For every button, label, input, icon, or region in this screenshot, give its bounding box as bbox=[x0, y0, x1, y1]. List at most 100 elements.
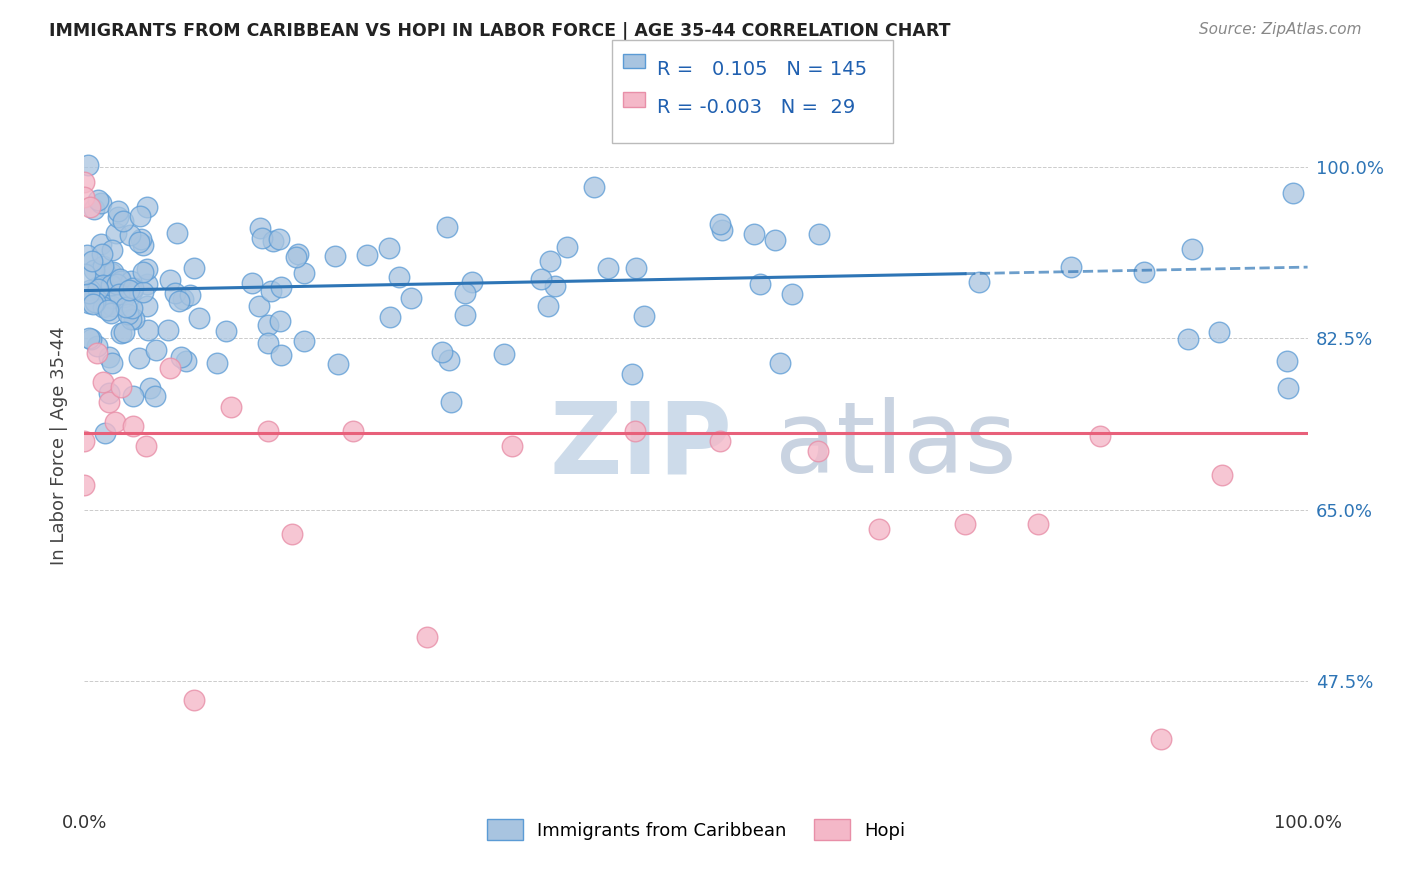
Point bbox=[494, 347, 516, 361]
Text: ZIP: ZIP bbox=[550, 398, 733, 494]
Point bbox=[94, 266, 117, 280]
Text: atlas: atlas bbox=[776, 398, 1017, 494]
Point bbox=[436, 220, 458, 235]
Point bbox=[399, 291, 422, 305]
Point bbox=[187, 311, 209, 326]
Point bbox=[183, 261, 205, 276]
Point bbox=[100, 244, 122, 258]
Point bbox=[101, 265, 124, 279]
Point bbox=[110, 272, 132, 286]
Point bbox=[269, 314, 291, 328]
Point bbox=[1088, 429, 1111, 443]
Point bbox=[1177, 332, 1199, 346]
Point bbox=[135, 439, 157, 453]
Point bbox=[437, 353, 460, 368]
Point bbox=[79, 332, 101, 346]
Point bbox=[544, 279, 567, 293]
Point bbox=[214, 325, 236, 339]
Point bbox=[93, 259, 115, 273]
Point bbox=[83, 202, 105, 217]
Point bbox=[107, 210, 129, 224]
Point bbox=[967, 276, 990, 290]
Point bbox=[112, 290, 135, 304]
Point bbox=[122, 311, 145, 326]
Point bbox=[105, 226, 128, 240]
Point bbox=[77, 296, 100, 310]
Point bbox=[744, 227, 766, 241]
Point bbox=[90, 196, 112, 211]
Point bbox=[454, 286, 477, 301]
Point bbox=[292, 266, 315, 280]
Point bbox=[129, 210, 152, 224]
Point bbox=[270, 280, 292, 294]
Point bbox=[86, 339, 108, 353]
Point bbox=[270, 348, 292, 362]
Point bbox=[260, 284, 283, 298]
Point bbox=[97, 303, 120, 318]
Point bbox=[128, 235, 150, 249]
Point bbox=[174, 353, 197, 368]
Point bbox=[76, 247, 98, 261]
Point bbox=[378, 241, 401, 255]
Point bbox=[709, 217, 731, 231]
Point bbox=[82, 296, 104, 310]
Point bbox=[105, 277, 128, 291]
Point bbox=[97, 395, 120, 409]
Point bbox=[115, 300, 138, 314]
Point bbox=[86, 280, 108, 294]
Point bbox=[430, 345, 453, 359]
Point bbox=[121, 301, 143, 315]
Point bbox=[135, 299, 157, 313]
Point bbox=[1150, 732, 1173, 747]
Point bbox=[1277, 381, 1299, 395]
Point bbox=[179, 288, 201, 302]
Point bbox=[91, 376, 114, 390]
Point bbox=[502, 439, 524, 453]
Point bbox=[356, 248, 378, 262]
Point bbox=[136, 277, 159, 292]
Point bbox=[131, 238, 153, 252]
Point bbox=[122, 389, 145, 403]
Point bbox=[136, 323, 159, 337]
Point bbox=[807, 443, 830, 458]
Point bbox=[79, 283, 101, 297]
Point bbox=[101, 300, 124, 314]
Point bbox=[287, 247, 309, 261]
Point bbox=[110, 274, 132, 288]
Point bbox=[77, 331, 100, 345]
Point bbox=[281, 527, 304, 541]
Point bbox=[122, 419, 145, 434]
Point bbox=[869, 522, 891, 536]
Point bbox=[111, 214, 134, 228]
Point bbox=[87, 282, 110, 296]
Point bbox=[136, 262, 159, 277]
Text: R =   0.105   N = 145: R = 0.105 N = 145 bbox=[657, 60, 866, 78]
Point bbox=[621, 367, 644, 381]
Point bbox=[1028, 517, 1050, 532]
Y-axis label: In Labor Force | Age 35-44: In Labor Force | Age 35-44 bbox=[51, 326, 69, 566]
Point bbox=[131, 285, 153, 299]
Point bbox=[257, 318, 280, 333]
Point bbox=[143, 389, 166, 403]
Point bbox=[76, 157, 98, 171]
Point bbox=[108, 287, 131, 301]
Point bbox=[159, 273, 181, 287]
Point bbox=[461, 275, 484, 289]
Point bbox=[598, 260, 620, 275]
Point bbox=[555, 240, 578, 254]
Point bbox=[205, 356, 228, 370]
Point bbox=[624, 261, 647, 276]
Point bbox=[262, 234, 284, 248]
Point bbox=[139, 381, 162, 395]
Point bbox=[769, 356, 792, 370]
Point bbox=[87, 194, 110, 208]
Point bbox=[128, 351, 150, 365]
Point bbox=[100, 278, 122, 293]
Point bbox=[1060, 260, 1083, 275]
Point bbox=[129, 232, 152, 246]
Point bbox=[136, 200, 159, 214]
Point bbox=[709, 434, 731, 449]
Point bbox=[118, 227, 141, 242]
Point bbox=[84, 294, 107, 309]
Point bbox=[91, 247, 114, 261]
